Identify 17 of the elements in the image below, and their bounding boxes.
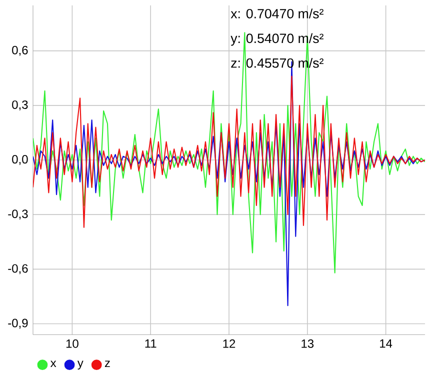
y-tick-label: -0,9 <box>8 318 28 329</box>
x-tick-label: 10 <box>66 339 78 348</box>
legend-label: x <box>50 360 56 368</box>
y-tick-label: -0,3 <box>8 210 28 220</box>
legend-label: z <box>104 360 110 368</box>
x-tick-label: 14 <box>380 339 392 348</box>
y-tick-label: 0,3 <box>12 100 28 110</box>
line-series <box>33 76 425 228</box>
x-tick-label: 12 <box>223 339 236 348</box>
x-tick-label: 13 <box>302 339 314 348</box>
y-tick-label: -0,6 <box>8 264 28 274</box>
y-tick-label: 0,6 <box>12 46 28 56</box>
line-series <box>33 32 425 274</box>
y-tick-label: 0,0 <box>12 155 28 165</box>
legend-label: y <box>77 360 84 370</box>
annotation: x: 0.70470 m/s² <box>230 8 324 18</box>
x-tick-label: 11 <box>145 339 156 348</box>
